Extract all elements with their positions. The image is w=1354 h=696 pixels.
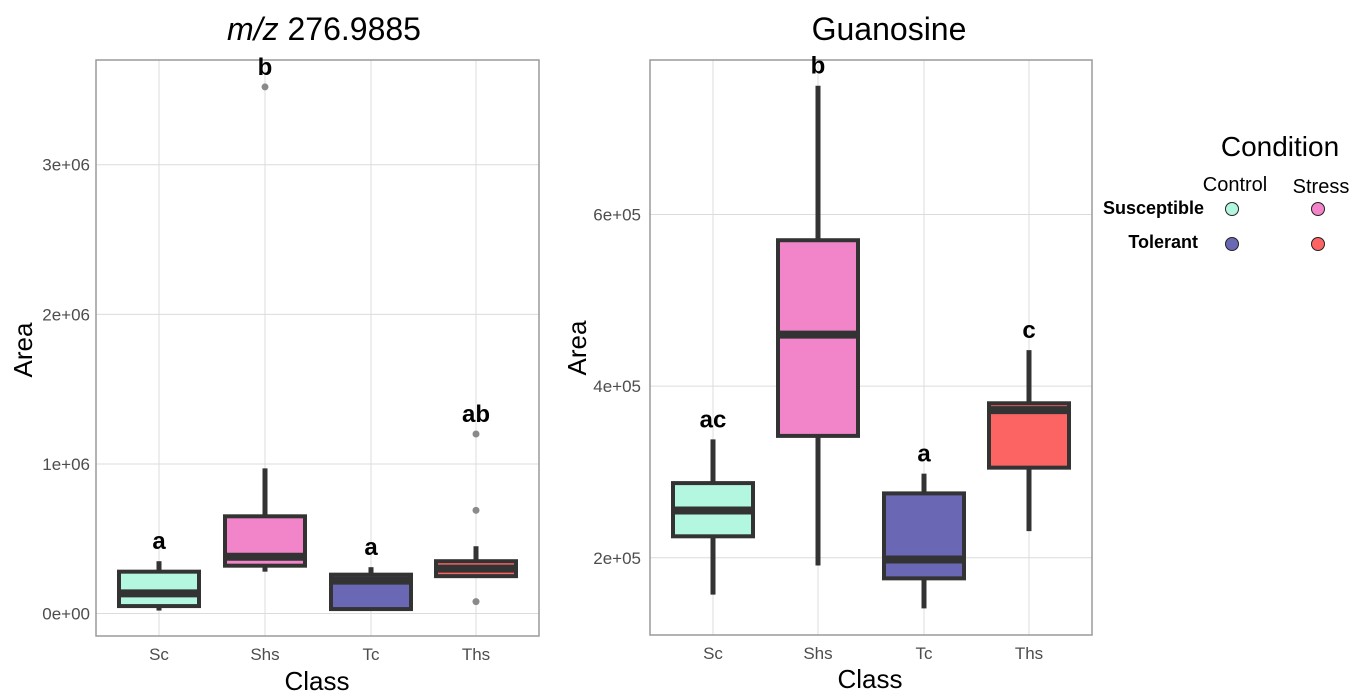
- significance-letter: c: [1022, 317, 1035, 344]
- outlier-point: [472, 598, 480, 606]
- outlier-point: [261, 83, 269, 91]
- legend-title: Condition: [1221, 131, 1339, 162]
- x-axis-label: Class: [284, 666, 349, 691]
- y-tick-label: 6e+05: [593, 205, 641, 224]
- panel-border: [649, 59, 1093, 636]
- significance-letter: ab: [462, 401, 490, 428]
- y-tick-label: 0e+00: [42, 605, 90, 624]
- box-Ths: ab: [434, 401, 518, 606]
- legend-column-control: Control: [1203, 174, 1267, 196]
- y-tick-label: 3e+06: [42, 156, 90, 175]
- y-tick-label: 2e+06: [42, 305, 90, 324]
- box-Tc: a: [329, 534, 413, 612]
- legend-row-susceptible: Susceptible: [1103, 198, 1204, 218]
- x-tick-label: Sc: [149, 645, 169, 664]
- y-tick-label: 4e+05: [593, 377, 641, 396]
- panel-title: Guanosine: [812, 11, 967, 47]
- significance-letter: b: [258, 54, 273, 81]
- box-Tc: a: [882, 441, 966, 609]
- y-tick-label: 2e+05: [593, 549, 641, 568]
- outlier-point: [472, 430, 480, 438]
- y-axis-label: Area: [8, 322, 38, 377]
- significance-letter: a: [917, 441, 931, 468]
- significance-letter: a: [364, 534, 378, 561]
- legend-key-susceptible-stress: [1311, 202, 1325, 216]
- x-axis-label: Class: [837, 664, 902, 691]
- significance-letter: a: [152, 528, 166, 555]
- panel-title-italic: m/z: [227, 11, 279, 47]
- box-body: [117, 569, 201, 609]
- panel-border: [95, 59, 540, 637]
- panel-title: m/z 276.9885: [227, 11, 421, 47]
- legend: Condition Control Stress Susceptible Tol…: [1103, 131, 1349, 252]
- significance-letter: ac: [700, 406, 727, 433]
- legend-key-tolerant-control: [1225, 237, 1239, 251]
- box-Shs: b: [223, 54, 307, 572]
- x-tick-label: Shs: [803, 644, 832, 663]
- panel-title-rest: 276.9885: [279, 11, 421, 47]
- legend-row-tolerant: Tolerant: [1128, 232, 1198, 252]
- box-Sc: a: [117, 528, 201, 611]
- x-tick-label: Shs: [250, 645, 279, 664]
- box-body: [882, 491, 966, 581]
- x-tick-label: Ths: [1015, 644, 1043, 663]
- panel-title-rest: Guanosine: [812, 11, 967, 47]
- y-axis-label: Area: [562, 320, 592, 375]
- significance-letter: b: [811, 53, 826, 80]
- box-Shs: b: [776, 53, 860, 566]
- box-Sc: ac: [671, 406, 755, 595]
- x-tick-label: Ths: [462, 645, 490, 664]
- legend-key-susceptible-control: [1225, 202, 1239, 216]
- x-tick-label: Tc: [916, 644, 934, 663]
- x-tick-label: Tc: [363, 645, 381, 664]
- y-tick-label: 1e+06: [42, 455, 90, 474]
- legend-column-stress: Stress: [1293, 176, 1350, 198]
- legend-key-tolerant-stress: [1311, 237, 1325, 251]
- box-Ths: c: [987, 317, 1071, 532]
- outlier-point: [472, 506, 480, 514]
- x-tick-label: Sc: [703, 644, 723, 663]
